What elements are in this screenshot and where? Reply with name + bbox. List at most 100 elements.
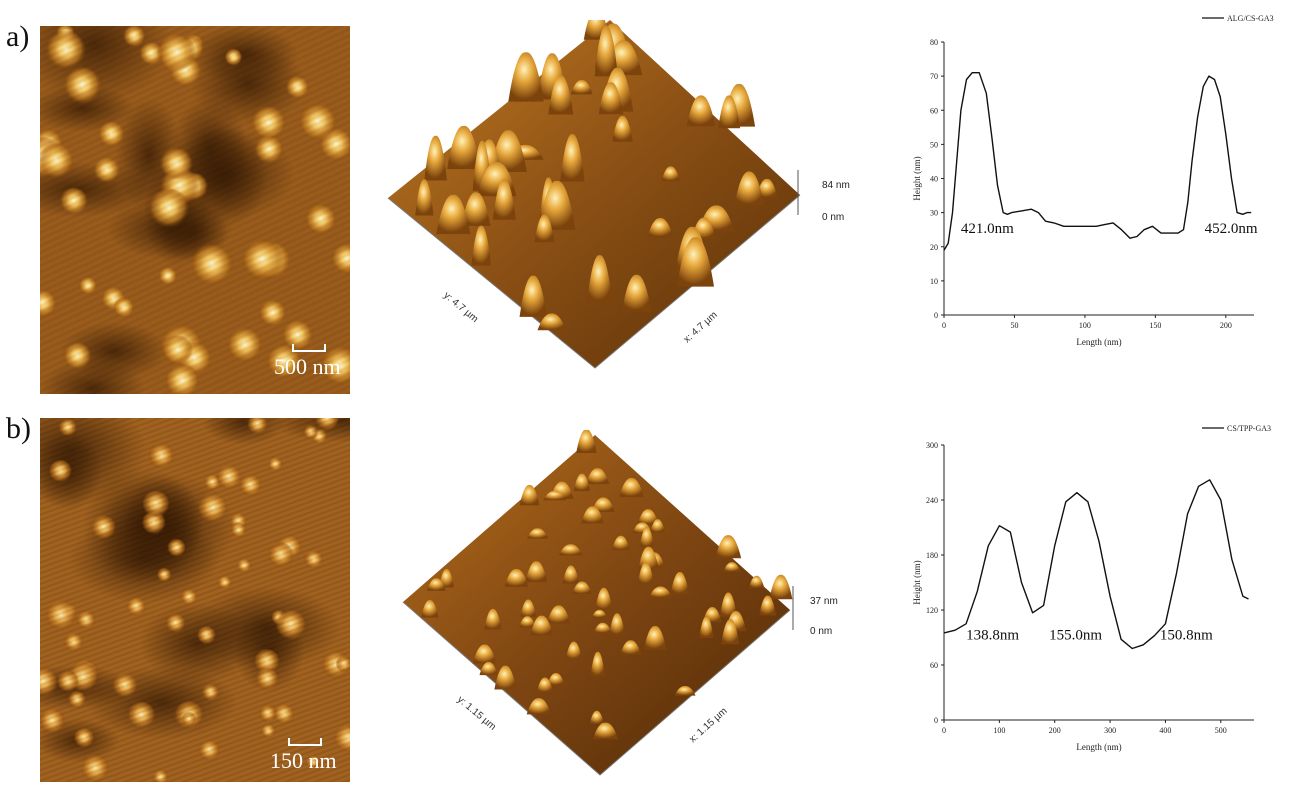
afm-3d-peak	[426, 578, 446, 591]
afm-3d-peak	[598, 82, 624, 115]
afm-3d-peak	[585, 468, 610, 485]
afm-3d-peak	[547, 672, 565, 686]
y-tick-label: 60	[930, 661, 938, 670]
afm-3d-peak	[699, 616, 714, 638]
afm-3d-peak	[721, 619, 740, 645]
peak-width-annotation: 421.0nm	[961, 221, 1014, 237]
x-tick-label: 50	[1010, 321, 1018, 330]
afm-3d-peak	[586, 255, 613, 303]
afm-3d-peak	[719, 592, 737, 617]
afm-3d-peak	[461, 192, 491, 226]
afm-3d-peak	[612, 115, 633, 142]
afm-3d-peak	[650, 519, 666, 533]
z-max-label-b: 37 nm	[810, 596, 838, 607]
afm-3d-peak	[519, 275, 547, 317]
scale-bar-label: 150 nm	[270, 748, 337, 773]
afm-3d-image-b: 37 nm 0 nm y: 1.15 µm x: 1.15 µm	[395, 429, 838, 782]
afm-3d-peak	[508, 52, 544, 102]
afm-3d-peak	[494, 665, 517, 690]
afm-2d-image-a: 500 nm	[40, 26, 350, 394]
z-max-label-a: 84 nm	[822, 180, 850, 191]
x-tick-label: 500	[1215, 726, 1227, 735]
line-chart-a: 0 10 20 30 40 50 60 70 80 0 50 100 150 200 Length (nm)…	[900, 10, 1280, 370]
afm-3d-peak	[718, 95, 741, 129]
afm-3d-peak	[492, 179, 516, 220]
afm-3d-peak	[748, 575, 765, 589]
afm-3d-peak	[674, 686, 696, 696]
afm-3d-peak	[595, 587, 613, 610]
afm-3d-peak	[439, 569, 455, 588]
chart-axes	[943, 445, 1254, 721]
peak-width-annotation: 138.8nm	[966, 627, 1019, 643]
afm-3d-peak	[536, 677, 554, 693]
afm-3d-peak	[548, 75, 574, 115]
y-tick-label: 50	[930, 140, 938, 149]
afm-3d-peak	[479, 661, 498, 676]
afm-3d-peak	[621, 274, 652, 312]
afm-3d-peak	[484, 608, 502, 630]
afm-3d-peak	[558, 544, 583, 556]
afm-3d-image-a: 84 nm 0 nm y: 4.7 µm x: 4.7 µm	[380, 9, 850, 380]
y-tick-label: 0	[934, 716, 938, 725]
afm-3d-peak	[573, 473, 591, 492]
afm-3d-peak	[756, 178, 778, 198]
y-tick-label: 30	[930, 209, 938, 218]
x-tick-label: 200	[1220, 321, 1232, 330]
x-axis-label: Length (nm)	[1076, 742, 1121, 752]
afm-3d-peak	[471, 225, 492, 266]
afm-3d-peak	[504, 569, 529, 587]
afm-3d-peak	[526, 698, 552, 715]
afm-3d-peak	[589, 710, 605, 725]
afm-3d-peak	[620, 640, 642, 655]
afm-3d-peak	[643, 626, 667, 650]
x-tick-label: 400	[1159, 726, 1171, 735]
afm-3d-peak	[447, 125, 481, 170]
series-line	[943, 72, 1252, 251]
afm-3d-peak	[436, 194, 471, 235]
y-tick-label: 10	[930, 277, 938, 286]
afm-3d-peak	[647, 218, 674, 238]
legend-label: ALG/CS-GA3	[1227, 14, 1274, 23]
afm-3d-peak	[661, 166, 681, 182]
x-tick-label: 0	[942, 726, 946, 735]
afm-3d-peak	[415, 179, 434, 216]
afm-3d-surface-a	[387, 9, 801, 369]
afm-3d-peak	[565, 641, 583, 660]
y-tick-label: 40	[930, 175, 938, 184]
afm-2d-topography-b	[40, 418, 350, 782]
x-tick-label: 0	[942, 321, 946, 330]
afm-3d-peak	[537, 313, 567, 331]
afm-3d-peak	[591, 497, 615, 512]
y-tick-label: 60	[930, 106, 938, 115]
afm-3d-peak	[572, 581, 592, 595]
x-tick-label: 150	[1149, 321, 1161, 330]
afm-3d-peak	[637, 509, 659, 525]
afm-3d-peak	[472, 644, 497, 664]
afm-3d-peak	[648, 586, 673, 598]
peak-width-annotation: 452.0nm	[1205, 221, 1258, 237]
peak-width-annotation: 155.0nm	[1049, 627, 1102, 643]
afm-3d-peak	[570, 79, 593, 95]
x-tick-label: 200	[1049, 726, 1061, 735]
afm-3d-peak	[543, 490, 567, 501]
afm-3d-peak	[611, 535, 630, 551]
x-tick-label: 100	[1079, 321, 1091, 330]
afm-3d-peak	[526, 528, 549, 539]
afm-3d-peak	[609, 613, 626, 636]
panel-a-label: a)	[6, 20, 30, 53]
afm-3d-peak	[421, 599, 439, 618]
peak-width-annotation: 150.8nm	[1160, 627, 1213, 643]
afm-3d-peak	[715, 535, 742, 559]
afm-3d-surface-b	[402, 429, 794, 776]
afm-3d-peak	[593, 622, 612, 634]
y-tick-label: 120	[926, 606, 938, 615]
scale-bar-line	[292, 344, 326, 352]
z-min-label-a: 0 nm	[822, 212, 845, 223]
afm-3d-peak	[525, 561, 548, 583]
line-chart-b: 0 60 120 180 240 300 0 100 200 300 400 500 Length (n…	[900, 420, 1280, 780]
y-tick-label: 80	[930, 38, 938, 47]
y-tick-label: 70	[930, 72, 938, 81]
afm-3d-peak	[562, 565, 580, 584]
afm-3d-peak	[592, 722, 619, 740]
scale-bar-label: 500 nm	[274, 354, 341, 379]
